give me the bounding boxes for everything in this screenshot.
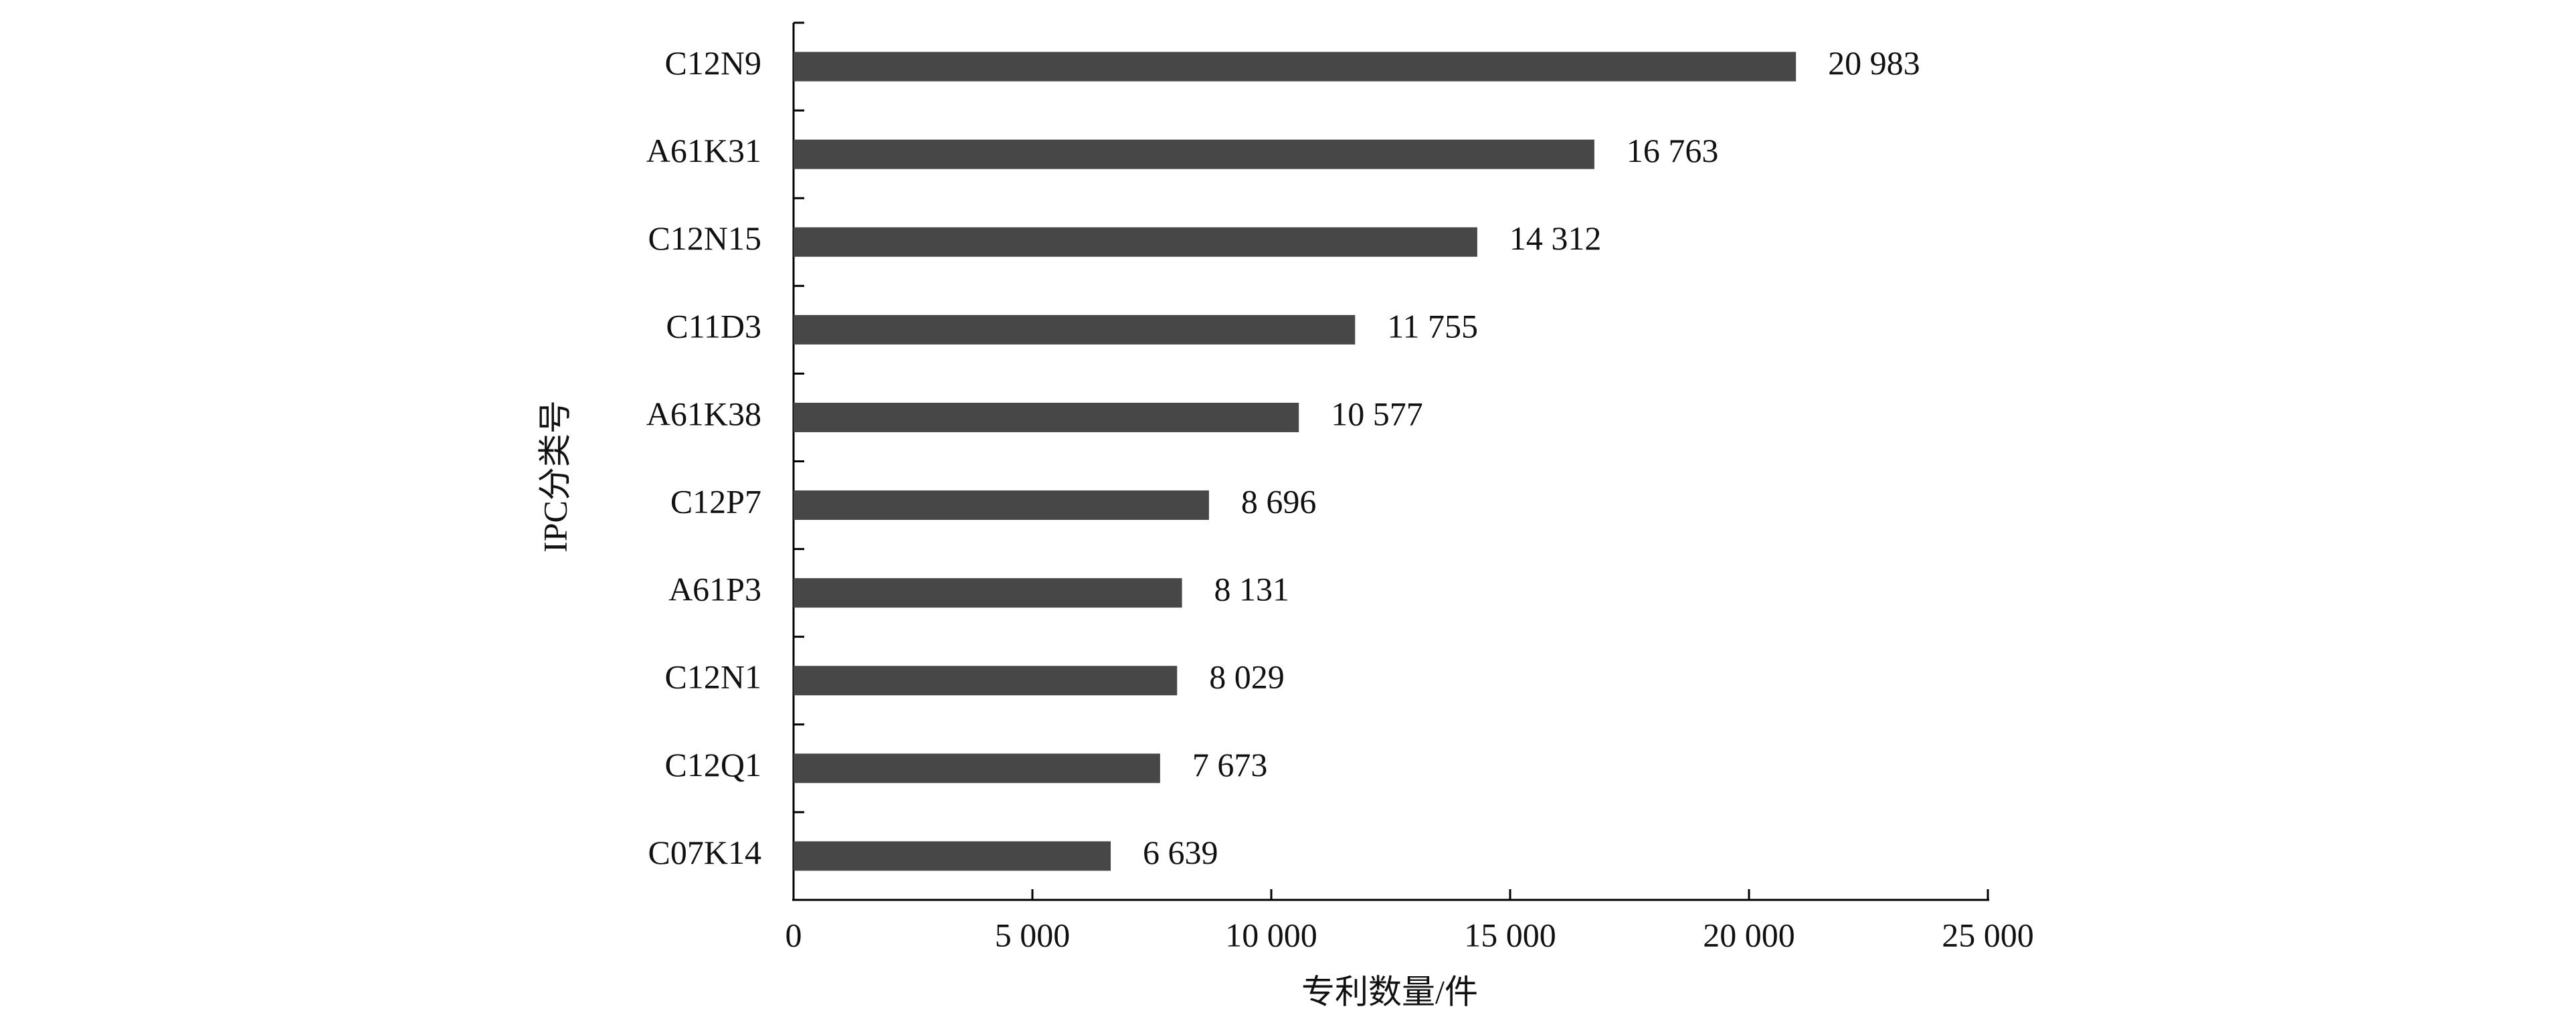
y-tick-label: A61P3 [668, 571, 761, 608]
value-label: 8 696 [1241, 483, 1317, 521]
y-tick-label: A61K31 [646, 132, 761, 169]
bar [794, 52, 1797, 82]
y-tick-label: C12N1 [665, 658, 761, 696]
value-label: 8 131 [1214, 571, 1290, 608]
x-tick-label: 25 000 [1942, 916, 2034, 953]
x-tick-label: 15 000 [1464, 916, 1556, 953]
x-tick-label: 20 000 [1703, 916, 1795, 953]
bar [794, 841, 1111, 871]
y-tick-label: C07K14 [648, 834, 761, 871]
value-label: 16 763 [1627, 132, 1719, 169]
y-tick-label: C12P7 [670, 483, 761, 521]
y-tick-label: A61K38 [646, 395, 761, 432]
y-tick-label: C12N9 [665, 44, 761, 82]
y-tick-label: C12N15 [648, 219, 761, 257]
bar [794, 666, 1178, 696]
bar [794, 227, 1477, 257]
value-label: 20 983 [1828, 44, 1920, 82]
value-label: 11 755 [1387, 307, 1478, 345]
bar [794, 490, 1209, 521]
value-label: 6 639 [1143, 834, 1218, 871]
y-tick-label: C11D3 [666, 307, 761, 345]
value-label: 7 673 [1192, 746, 1268, 783]
bar [794, 314, 1356, 345]
y-tick-label: C12Q1 [665, 746, 761, 783]
value-label: 8 029 [1209, 658, 1285, 696]
value-label: 14 312 [1509, 219, 1602, 257]
bar [794, 139, 1594, 169]
bar [794, 753, 1160, 783]
bar [794, 578, 1182, 608]
y-axis-title: IPC分类号 [536, 400, 573, 553]
x-axis-title: 专利数量/件 [1301, 973, 1478, 1010]
bar [794, 402, 1299, 432]
x-tick-label: 0 [786, 916, 802, 953]
x-tick-label: 5 000 [995, 916, 1071, 953]
x-tick-label: 10 000 [1225, 916, 1317, 953]
value-label: 10 577 [1331, 395, 1423, 432]
